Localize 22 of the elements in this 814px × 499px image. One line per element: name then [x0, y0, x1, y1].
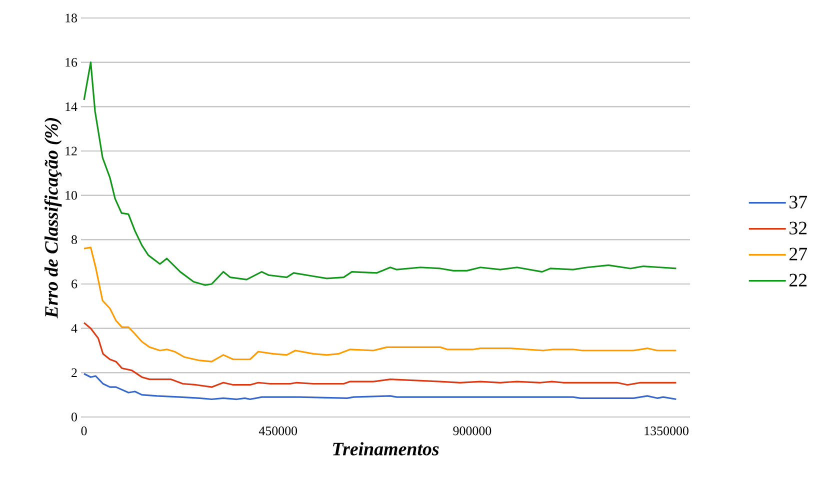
x-tick-label: 900000 [453, 426, 492, 436]
legend-label: 37 [790, 196, 808, 208]
line-series [83, 62, 678, 286]
y-tick-label: 8 [72, 235, 77, 244]
y-axis-title: Erro de Classificação (%) [44, 118, 62, 318]
legend-label: 27 [789, 248, 808, 260]
legend-label: 32 [790, 222, 807, 234]
y-tick-label: 12 [66, 146, 77, 156]
y-tick-label: 4 [71, 324, 78, 333]
y-tick-label: 16 [66, 58, 78, 67]
y-tick-label: 0 [72, 412, 77, 422]
x-tick-label: 450000 [258, 426, 298, 436]
y-tick-label: 10 [66, 190, 77, 200]
y-tick-label: 6 [72, 280, 78, 288]
y-tick-label: 2 [72, 368, 77, 377]
legend-label: 22 [789, 274, 807, 286]
x-tick-label: 0 [81, 426, 87, 436]
x-axis-title: Treinamentos [333, 442, 439, 456]
line-series [83, 322, 678, 388]
x-tick-label: 1350000 [644, 426, 688, 436]
y-tick-label: 18 [66, 14, 77, 22]
y-tick-label: 14 [66, 102, 78, 111]
